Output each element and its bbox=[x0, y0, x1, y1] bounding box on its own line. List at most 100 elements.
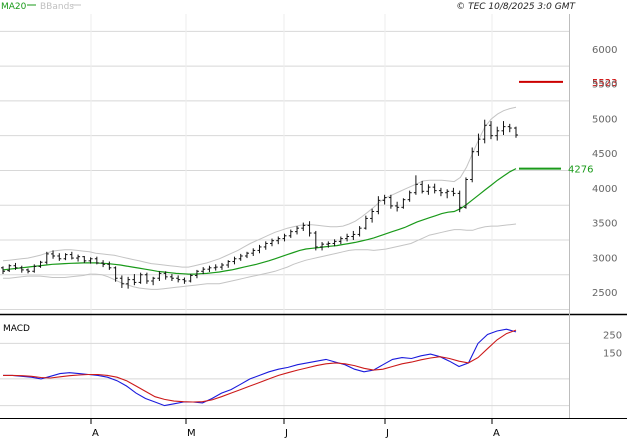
ohlc-bar bbox=[119, 275, 124, 288]
ohlc-bar bbox=[32, 264, 37, 273]
price-tick-label: 4000 bbox=[592, 184, 617, 195]
ohlc-bar bbox=[51, 250, 56, 259]
ma-level-label: 4276 bbox=[568, 165, 593, 176]
ohlc-bar bbox=[388, 194, 393, 209]
ohlc-bar bbox=[438, 187, 443, 197]
ohlc-bar bbox=[94, 256, 99, 265]
ohlc-bar bbox=[514, 126, 518, 138]
bbands-lower bbox=[3, 223, 517, 290]
macd-line bbox=[3, 328, 517, 407]
level-markers: 5523 4276 bbox=[519, 78, 617, 176]
ohlc-bar bbox=[101, 260, 106, 268]
ohlc-bar bbox=[351, 230, 356, 240]
ohlc-bar bbox=[88, 257, 93, 264]
ohlc-bar bbox=[226, 260, 231, 268]
ohlc-bar bbox=[363, 215, 368, 230]
ohlc-bar bbox=[13, 262, 18, 270]
ohlc-bar bbox=[244, 251, 249, 259]
ohlc-bar bbox=[307, 221, 312, 237]
macd-lines bbox=[3, 328, 517, 407]
ohlc-bar bbox=[445, 189, 450, 199]
ohlc-bar bbox=[151, 276, 156, 286]
ohlc-bar bbox=[69, 251, 74, 260]
legend-ma20: MA20 bbox=[1, 2, 27, 12]
macd-signal-line bbox=[3, 329, 517, 403]
ohlc-bar bbox=[407, 190, 412, 202]
price-tick-label: 2500 bbox=[592, 288, 617, 299]
ohlc-bar bbox=[82, 255, 87, 263]
ma20-series bbox=[2, 168, 517, 275]
ohlc-bar bbox=[470, 147, 475, 183]
ohlc-bar bbox=[326, 241, 331, 248]
ohlc-bar bbox=[288, 229, 293, 238]
ohlc-bar bbox=[432, 183, 437, 194]
ohlc-bar bbox=[207, 265, 212, 272]
price-tick-label: 3000 bbox=[592, 253, 617, 264]
ohlc-bar bbox=[457, 190, 462, 213]
ohlc-bar bbox=[476, 133, 481, 156]
price-tick-label: 5000 bbox=[592, 114, 617, 125]
ohlc-bar bbox=[376, 196, 381, 215]
ohlc-bar bbox=[57, 253, 62, 261]
bbands-upper bbox=[2, 106, 517, 268]
ohlc-bar bbox=[113, 266, 118, 282]
date-tick-label: J bbox=[385, 428, 389, 439]
ohlc-bar bbox=[188, 274, 193, 283]
ohlc-bar bbox=[263, 241, 268, 250]
ohlc-bar bbox=[320, 242, 325, 251]
macd-title: MACD bbox=[3, 324, 30, 334]
ohlc-bar bbox=[19, 265, 24, 273]
bollinger-bands bbox=[2, 106, 517, 290]
price-tick-label: 3500 bbox=[592, 219, 617, 230]
ohlc-bar bbox=[282, 233, 287, 242]
ohlc-bar bbox=[345, 233, 350, 242]
ohlc-bar bbox=[219, 262, 224, 270]
ohlc-bar bbox=[370, 208, 375, 223]
copyright-timestamp: © TEC 10/8/2025 3:0 GMT bbox=[456, 2, 576, 12]
ohlc-bar bbox=[132, 274, 137, 286]
ohlc-bar bbox=[501, 121, 506, 135]
price-grid bbox=[0, 14, 569, 418]
ohlc-bar bbox=[276, 236, 281, 245]
ohlc-bar bbox=[157, 271, 162, 282]
ma20-line bbox=[2, 168, 517, 275]
ohlc-bar bbox=[488, 121, 493, 140]
date-tick-label: J bbox=[284, 428, 288, 439]
ohlc-bar bbox=[332, 239, 337, 247]
ohlc-bar bbox=[7, 264, 12, 272]
ohlc-bar bbox=[126, 276, 131, 289]
ohlc-bar bbox=[401, 198, 406, 209]
macd-grid bbox=[0, 342, 569, 407]
ohlc-bar bbox=[482, 119, 487, 144]
ohlc-bar bbox=[144, 272, 149, 284]
ohlc-bar bbox=[507, 123, 512, 133]
ohlc-bar bbox=[138, 272, 143, 284]
ohlc-bar bbox=[313, 230, 318, 251]
macd-tick-label: 250 bbox=[603, 331, 622, 342]
ohlc-bar bbox=[194, 269, 199, 279]
ohlc-bar bbox=[1, 266, 5, 275]
ohlc-bar bbox=[463, 177, 468, 209]
ohlc-bar bbox=[338, 236, 343, 245]
date-tick-label: A bbox=[92, 428, 99, 439]
ohlc-bar bbox=[270, 238, 275, 247]
ohlc-bar bbox=[26, 268, 31, 274]
ohlc-bar bbox=[301, 222, 306, 231]
macd-axis-labels: 150 250 bbox=[603, 331, 622, 360]
ohlc-bar bbox=[251, 248, 256, 256]
ohlc-bar bbox=[420, 180, 425, 194]
ohlc-bar bbox=[495, 126, 500, 141]
ohlc-bar bbox=[238, 253, 243, 261]
macd-tick-label: 150 bbox=[603, 348, 622, 359]
ohlc-bar bbox=[426, 184, 431, 195]
price-axis-labels: 2500 3000 3500 4000 4500 5000 5500 6000 bbox=[592, 45, 617, 299]
ohlc-bar bbox=[395, 201, 400, 212]
ohlc-bar bbox=[63, 253, 68, 261]
ohlc-bar bbox=[413, 175, 418, 195]
ohlc-bar bbox=[107, 261, 112, 270]
legend-bbands: BBands bbox=[40, 2, 74, 12]
ohlc-bar bbox=[38, 260, 43, 268]
ohlc-bar bbox=[44, 251, 49, 265]
